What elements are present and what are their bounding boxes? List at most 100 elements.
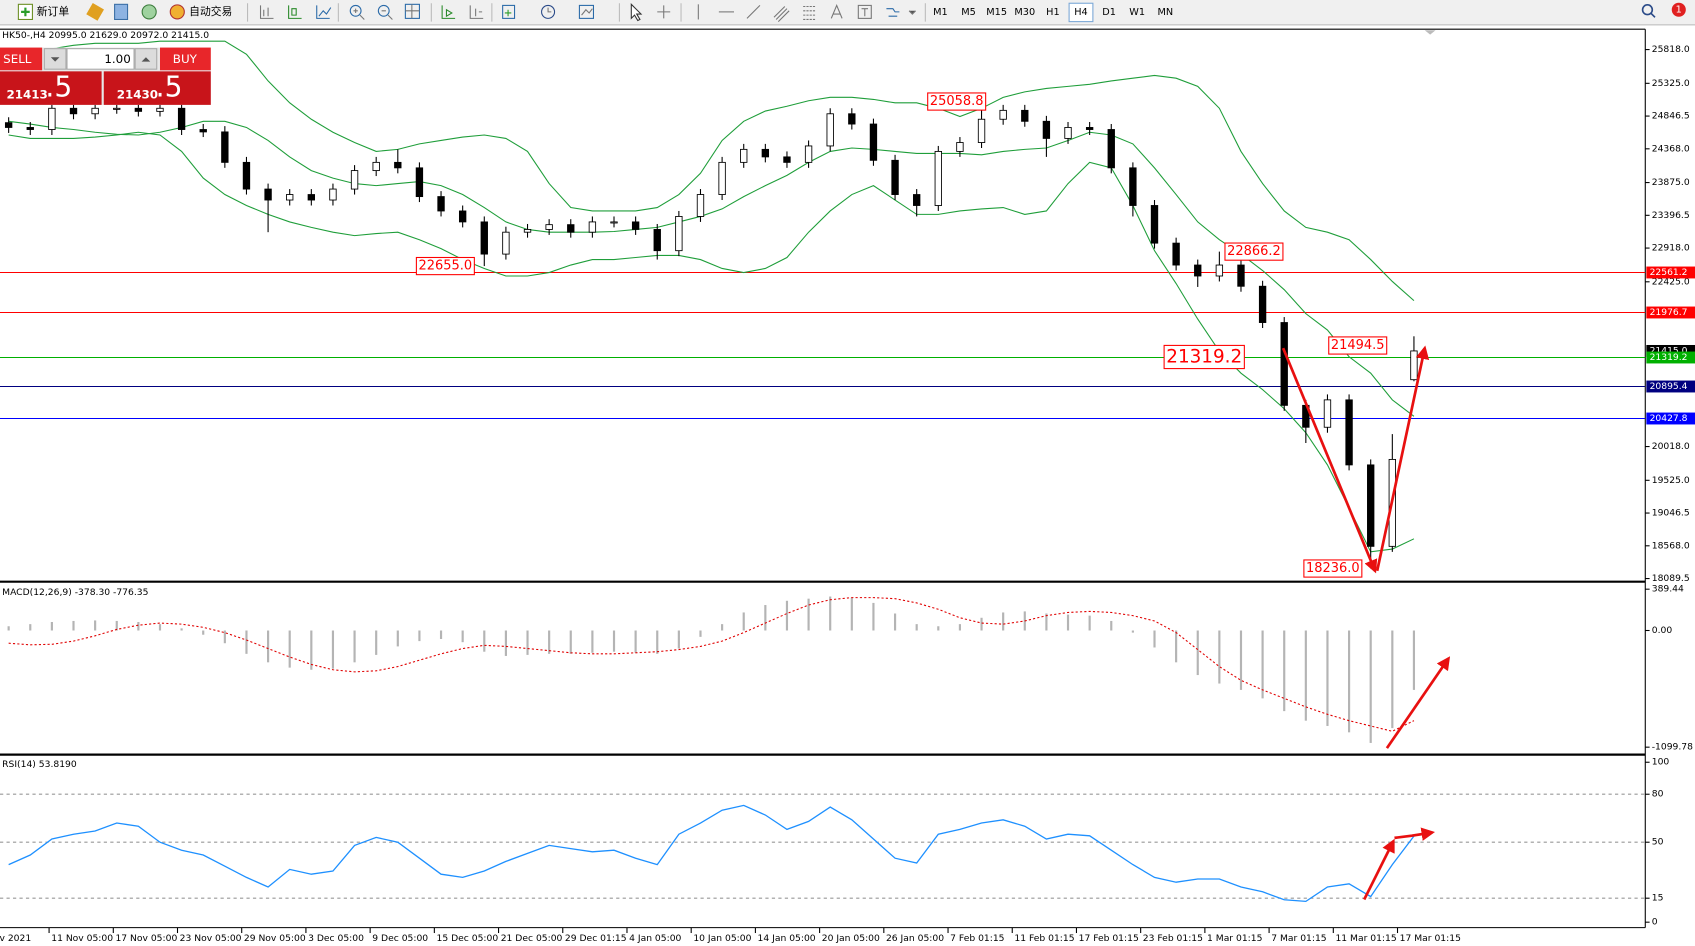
y-tick-label: 25325.0	[1652, 78, 1690, 89]
y-tick-label: 0	[1652, 917, 1658, 928]
arrow	[1363, 838, 1395, 901]
candle-body	[1107, 129, 1115, 169]
macd-bar	[115, 620, 118, 631]
price-label: 21415.0	[1650, 345, 1688, 356]
sell-button[interactable]: SELL	[0, 47, 43, 71]
timeframe-button[interactable]: W1	[1129, 7, 1145, 18]
candle-body	[740, 148, 748, 163]
timeframe-button[interactable]: M1	[933, 7, 948, 18]
candle-body	[956, 142, 964, 152]
macd-bar	[785, 600, 789, 631]
notification-count: 1	[1676, 5, 1682, 16]
price-panel: 25058.8 22655.0 22866.2 21319.2 21494.5 18236…	[0, 40, 1646, 578]
new-order-button[interactable]: 新订单	[17, 3, 70, 21]
buy-button[interactable]: BUY	[159, 47, 211, 71]
auto-trading-label: 自动交易	[189, 4, 232, 18]
candle-body	[1258, 285, 1267, 323]
timeframe-button[interactable]: MN	[1157, 7, 1173, 18]
candle-body	[588, 221, 597, 233]
candle-body	[1085, 127, 1094, 130]
x-tick-label: 17 Nov 05:00	[115, 933, 177, 944]
timeframe-button[interactable]: H1	[1046, 7, 1059, 18]
x-tick-label: 11 Nov 05:00	[51, 933, 113, 944]
candle-body	[329, 188, 337, 201]
macd-bar	[504, 630, 507, 656]
macd-bar	[267, 630, 270, 663]
toolbar-bg	[0, 0, 1695, 25]
buy-price[interactable]: 21430 .5	[103, 71, 211, 105]
lot-input[interactable]	[66, 48, 135, 70]
macd-bar	[980, 617, 983, 631]
macd-bar	[721, 624, 724, 631]
x-tick-label: 7 Feb 01:15	[950, 933, 1004, 944]
buy-label: BUY	[173, 52, 198, 66]
macd-bar	[29, 624, 32, 631]
candle-body	[350, 170, 359, 190]
candle-body	[1150, 205, 1159, 244]
x-tick-label: 7 Mar 01:15	[1271, 933, 1327, 944]
y-tick-label: 22918.0	[1652, 243, 1690, 254]
macd-bar	[850, 597, 853, 631]
sell-price[interactable]: 21413 .5	[0, 71, 102, 105]
y-tick-label: 24846.5	[1652, 111, 1690, 122]
sell-label: SELL	[3, 52, 32, 66]
macd-bar	[94, 620, 97, 631]
timeframe-button[interactable]: M15	[986, 7, 1007, 18]
candle-body	[1237, 264, 1245, 287]
one-click-trading: SELL 1.00 BUY 21413 .5 21430 .5	[0, 47, 211, 105]
price-label-bg	[1646, 306, 1695, 319]
macd-bar	[439, 630, 443, 639]
macd-bar	[418, 630, 421, 642]
annotation-box	[1163, 344, 1245, 370]
macd-bar	[1066, 614, 1070, 631]
x-tick-label: 15 Dec 05:00	[437, 933, 499, 944]
search-icon[interactable]	[1641, 4, 1654, 16]
panel-frame	[0, 28, 1646, 929]
candle-body	[1345, 399, 1353, 466]
candle-body	[48, 107, 56, 130]
candle-body	[1129, 167, 1137, 206]
macd-bar	[375, 630, 378, 655]
candle-body	[567, 224, 575, 233]
macd-bar	[7, 626, 10, 631]
macd-bar	[829, 596, 832, 631]
icon	[169, 4, 185, 20]
icon[interactable]	[86, 3, 104, 21]
candle-body	[1042, 120, 1051, 139]
search-icon	[1650, 12, 1656, 18]
candle-body	[372, 161, 380, 172]
candle-body	[696, 194, 705, 217]
candle-body	[26, 127, 34, 130]
drawn-arrows	[1281, 345, 1451, 901]
candle-body	[934, 150, 942, 206]
y-tick-label: 50	[1652, 837, 1664, 848]
candle-body	[437, 196, 445, 212]
candle-body	[1194, 264, 1202, 277]
x-tick-label: 14 Jan 05:00	[758, 933, 816, 944]
timeframe-button[interactable]: H4	[1074, 7, 1087, 18]
macd-bar	[699, 630, 702, 637]
timeframe-button[interactable]: D1	[1102, 7, 1116, 18]
icon[interactable]	[141, 4, 157, 20]
y-tick-label: 19046.5	[1652, 508, 1690, 519]
timeframe-button[interactable]: M30	[1014, 7, 1035, 18]
candle-body	[480, 221, 488, 255]
arrow	[1281, 347, 1378, 574]
x-tick-label: 29 Nov 05:00	[244, 933, 306, 944]
auto-trading-button[interactable]: 自动交易	[169, 4, 232, 20]
price-annotation: 22655.0	[419, 259, 473, 274]
notification-badge[interactable]	[1671, 2, 1686, 17]
new-order-label: 新订单	[37, 4, 70, 18]
candle-body	[177, 107, 186, 130]
y-tick-label: 25818.0	[1652, 44, 1690, 55]
candle-body	[761, 148, 770, 158]
candle-body	[113, 107, 121, 110]
macd-bar	[353, 630, 356, 663]
timeframe-button[interactable]: M5	[961, 7, 976, 18]
icon[interactable]	[114, 3, 129, 21]
candle-body	[1064, 127, 1072, 139]
candle-body	[394, 161, 402, 169]
candle-body	[458, 210, 467, 223]
macd-bar	[872, 602, 875, 631]
